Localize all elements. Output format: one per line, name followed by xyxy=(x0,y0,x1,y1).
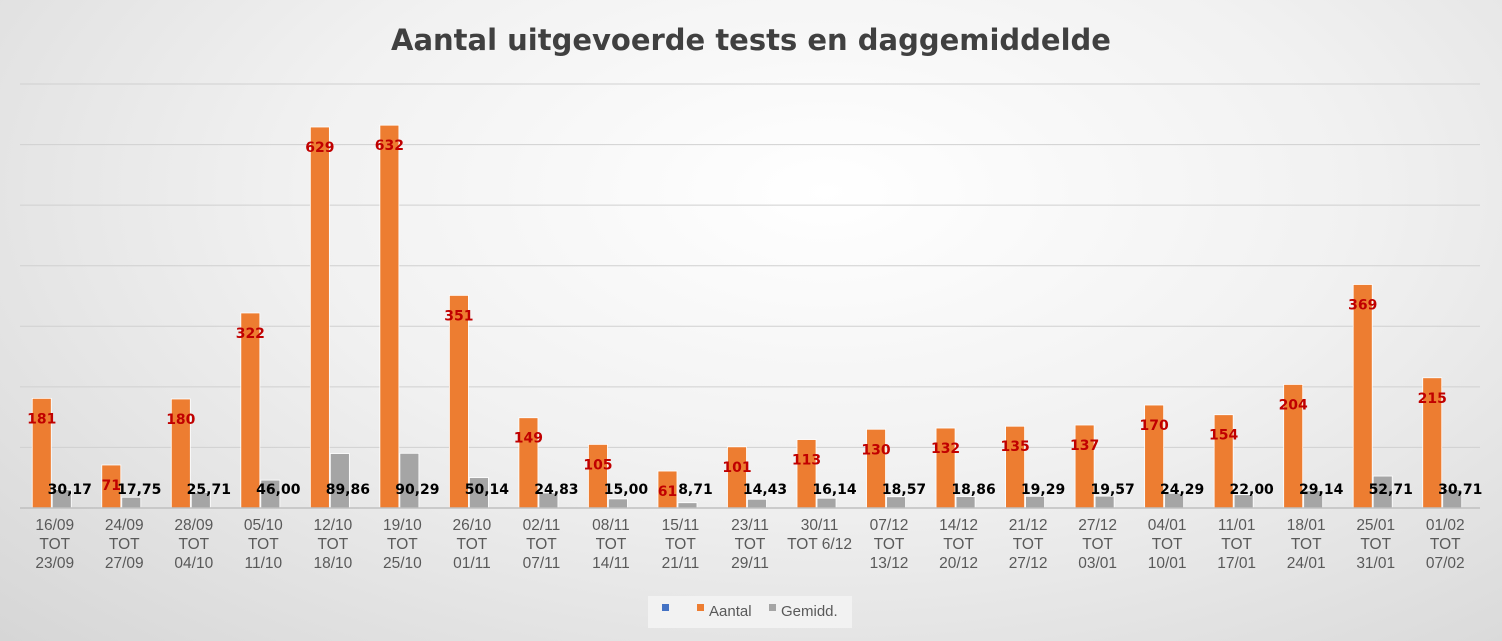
x-tick-label: 02/11 TOT 07/11 xyxy=(523,517,561,572)
data-label-aantal: 149 xyxy=(514,431,543,447)
legend-label: Gemidd. xyxy=(781,603,838,620)
data-label-gemidd: 52,71 xyxy=(1369,482,1413,498)
data-label-aantal: 369 xyxy=(1348,297,1377,313)
data-label-gemidd: 22,00 xyxy=(1230,482,1275,498)
data-label-gemidd: 17,75 xyxy=(117,482,161,498)
bar-aantal xyxy=(1352,284,1373,509)
x-tick-label: 05/10 TOT 11/10 xyxy=(244,517,283,572)
x-tick-label: 25/01 TOT 31/01 xyxy=(1356,517,1395,572)
data-label-aantal: 181 xyxy=(27,411,56,427)
x-tick-label: 28/09 TOT 04/10 xyxy=(174,517,213,572)
x-tick-label: 27/12 TOT 03/01 xyxy=(1078,517,1117,572)
x-tick-label: 08/11 TOT 14/11 xyxy=(592,517,630,572)
x-tick-label: 23/11 TOT 29/11 xyxy=(731,517,769,572)
x-tick-label: 04/01 TOT 10/01 xyxy=(1148,517,1187,572)
bar-gemidd xyxy=(121,496,142,509)
data-label-aantal: 135 xyxy=(1000,439,1029,455)
bar-aantal xyxy=(727,446,747,509)
legend-box xyxy=(648,596,852,628)
data-label-aantal: 71 xyxy=(102,478,121,494)
bar-gemidd xyxy=(886,496,906,509)
data-label-aantal: 215 xyxy=(1418,391,1447,407)
x-tick-label: 12/10 TOT 18/10 xyxy=(313,517,352,572)
data-label-gemidd: 30,71 xyxy=(1438,482,1482,498)
data-label-aantal: 132 xyxy=(931,441,960,457)
data-label-aantal: 322 xyxy=(236,326,265,342)
x-tick-label: 11/01 TOT 17/01 xyxy=(1217,517,1256,572)
bar-aantal xyxy=(449,294,469,509)
data-label-aantal: 154 xyxy=(1209,428,1238,444)
data-label-gemidd: 15,00 xyxy=(604,482,649,498)
legend-swatch xyxy=(697,604,704,611)
data-label-aantal: 113 xyxy=(792,453,821,469)
bar-gemidd xyxy=(677,502,698,509)
x-tick-label: 15/11 TOT 21/11 xyxy=(662,517,700,572)
data-label-aantal: 629 xyxy=(305,140,334,156)
legend-swatch xyxy=(662,604,669,611)
gridlines xyxy=(20,83,1480,448)
x-tick-label: 07/12 TOT 13/12 xyxy=(870,517,909,572)
data-label-aantal: 61 xyxy=(658,484,677,500)
legend: Aantal Gemidd. xyxy=(648,596,852,628)
bar-aantal xyxy=(240,312,261,509)
x-tick-label: 26/10 TOT 01/11 xyxy=(453,517,492,572)
data-label-gemidd: 29,14 xyxy=(1299,482,1344,498)
bar-gemidd xyxy=(399,452,420,509)
data-label-aantal: 170 xyxy=(1140,418,1169,434)
data-label-aantal: 351 xyxy=(444,308,473,324)
bar-gemidd xyxy=(955,496,976,509)
chart-title: Aantal uitgevoerde tests en daggemiddeld… xyxy=(391,23,1111,57)
bar-aantal xyxy=(588,443,608,509)
bar-gemidd xyxy=(1025,495,1045,509)
data-label-aantal: 105 xyxy=(583,457,612,473)
data-label-gemidd: 16,14 xyxy=(812,482,857,498)
data-label-gemidd: 24,29 xyxy=(1160,482,1204,498)
x-tick-label: 30/11 TOT 6/12 xyxy=(787,517,852,553)
x-tick-label: 01/02 TOT 07/02 xyxy=(1426,517,1465,572)
data-label-aantal: 137 xyxy=(1070,438,1099,454)
bar-gemidd xyxy=(329,453,350,509)
bar-gemidd xyxy=(747,498,767,509)
data-label-gemidd: 90,29 xyxy=(395,482,439,498)
legend-swatch xyxy=(769,604,776,611)
data-label-aantal: 101 xyxy=(722,460,751,476)
bars xyxy=(31,124,1463,509)
data-label-gemidd: 8,71 xyxy=(678,482,713,498)
bar-gemidd xyxy=(816,497,837,509)
bar-gemidd xyxy=(608,498,628,509)
bar-aantal xyxy=(309,126,330,509)
data-label-aantal: 632 xyxy=(375,138,404,154)
data-label-gemidd: 89,86 xyxy=(326,482,370,498)
x-tick-label: 16/09 TOT 23/09 xyxy=(35,517,74,572)
legend-label: Aantal xyxy=(709,603,752,620)
data-label-gemidd: 19,29 xyxy=(1021,482,1065,498)
data-label-gemidd: 24,83 xyxy=(534,482,578,498)
bar-aantal xyxy=(379,124,400,509)
data-label-aantal: 180 xyxy=(166,412,195,428)
data-label-gemidd: 14,43 xyxy=(743,482,787,498)
x-tick-label: 18/01 TOT 24/01 xyxy=(1287,517,1326,572)
x-tick-label: 14/12 TOT 20/12 xyxy=(939,517,978,572)
x-tick-labels: 16/09 TOT 23/09 24/09 TOT 27/09 28/09 TOT 04/10 0… xyxy=(35,517,1464,572)
data-label-gemidd: 18,57 xyxy=(882,482,926,498)
data-label-gemidd: 30,17 xyxy=(48,482,92,498)
data-label-gemidd: 50,14 xyxy=(465,482,510,498)
data-label-gemidd: 46,00 xyxy=(256,482,301,498)
data-label-gemidd: 18,86 xyxy=(951,482,995,498)
x-tick-label: 19/10 TOT 25/10 xyxy=(383,517,422,572)
data-label-aantal: 204 xyxy=(1279,397,1308,413)
data-label-aantal: 130 xyxy=(861,442,890,458)
x-tick-label: 21/12 TOT 27/12 xyxy=(1009,517,1048,572)
x-tick-label: 24/09 TOT 27/09 xyxy=(105,517,144,572)
data-label-gemidd: 25,71 xyxy=(187,482,231,498)
data-label-gemidd: 19,57 xyxy=(1090,482,1134,498)
